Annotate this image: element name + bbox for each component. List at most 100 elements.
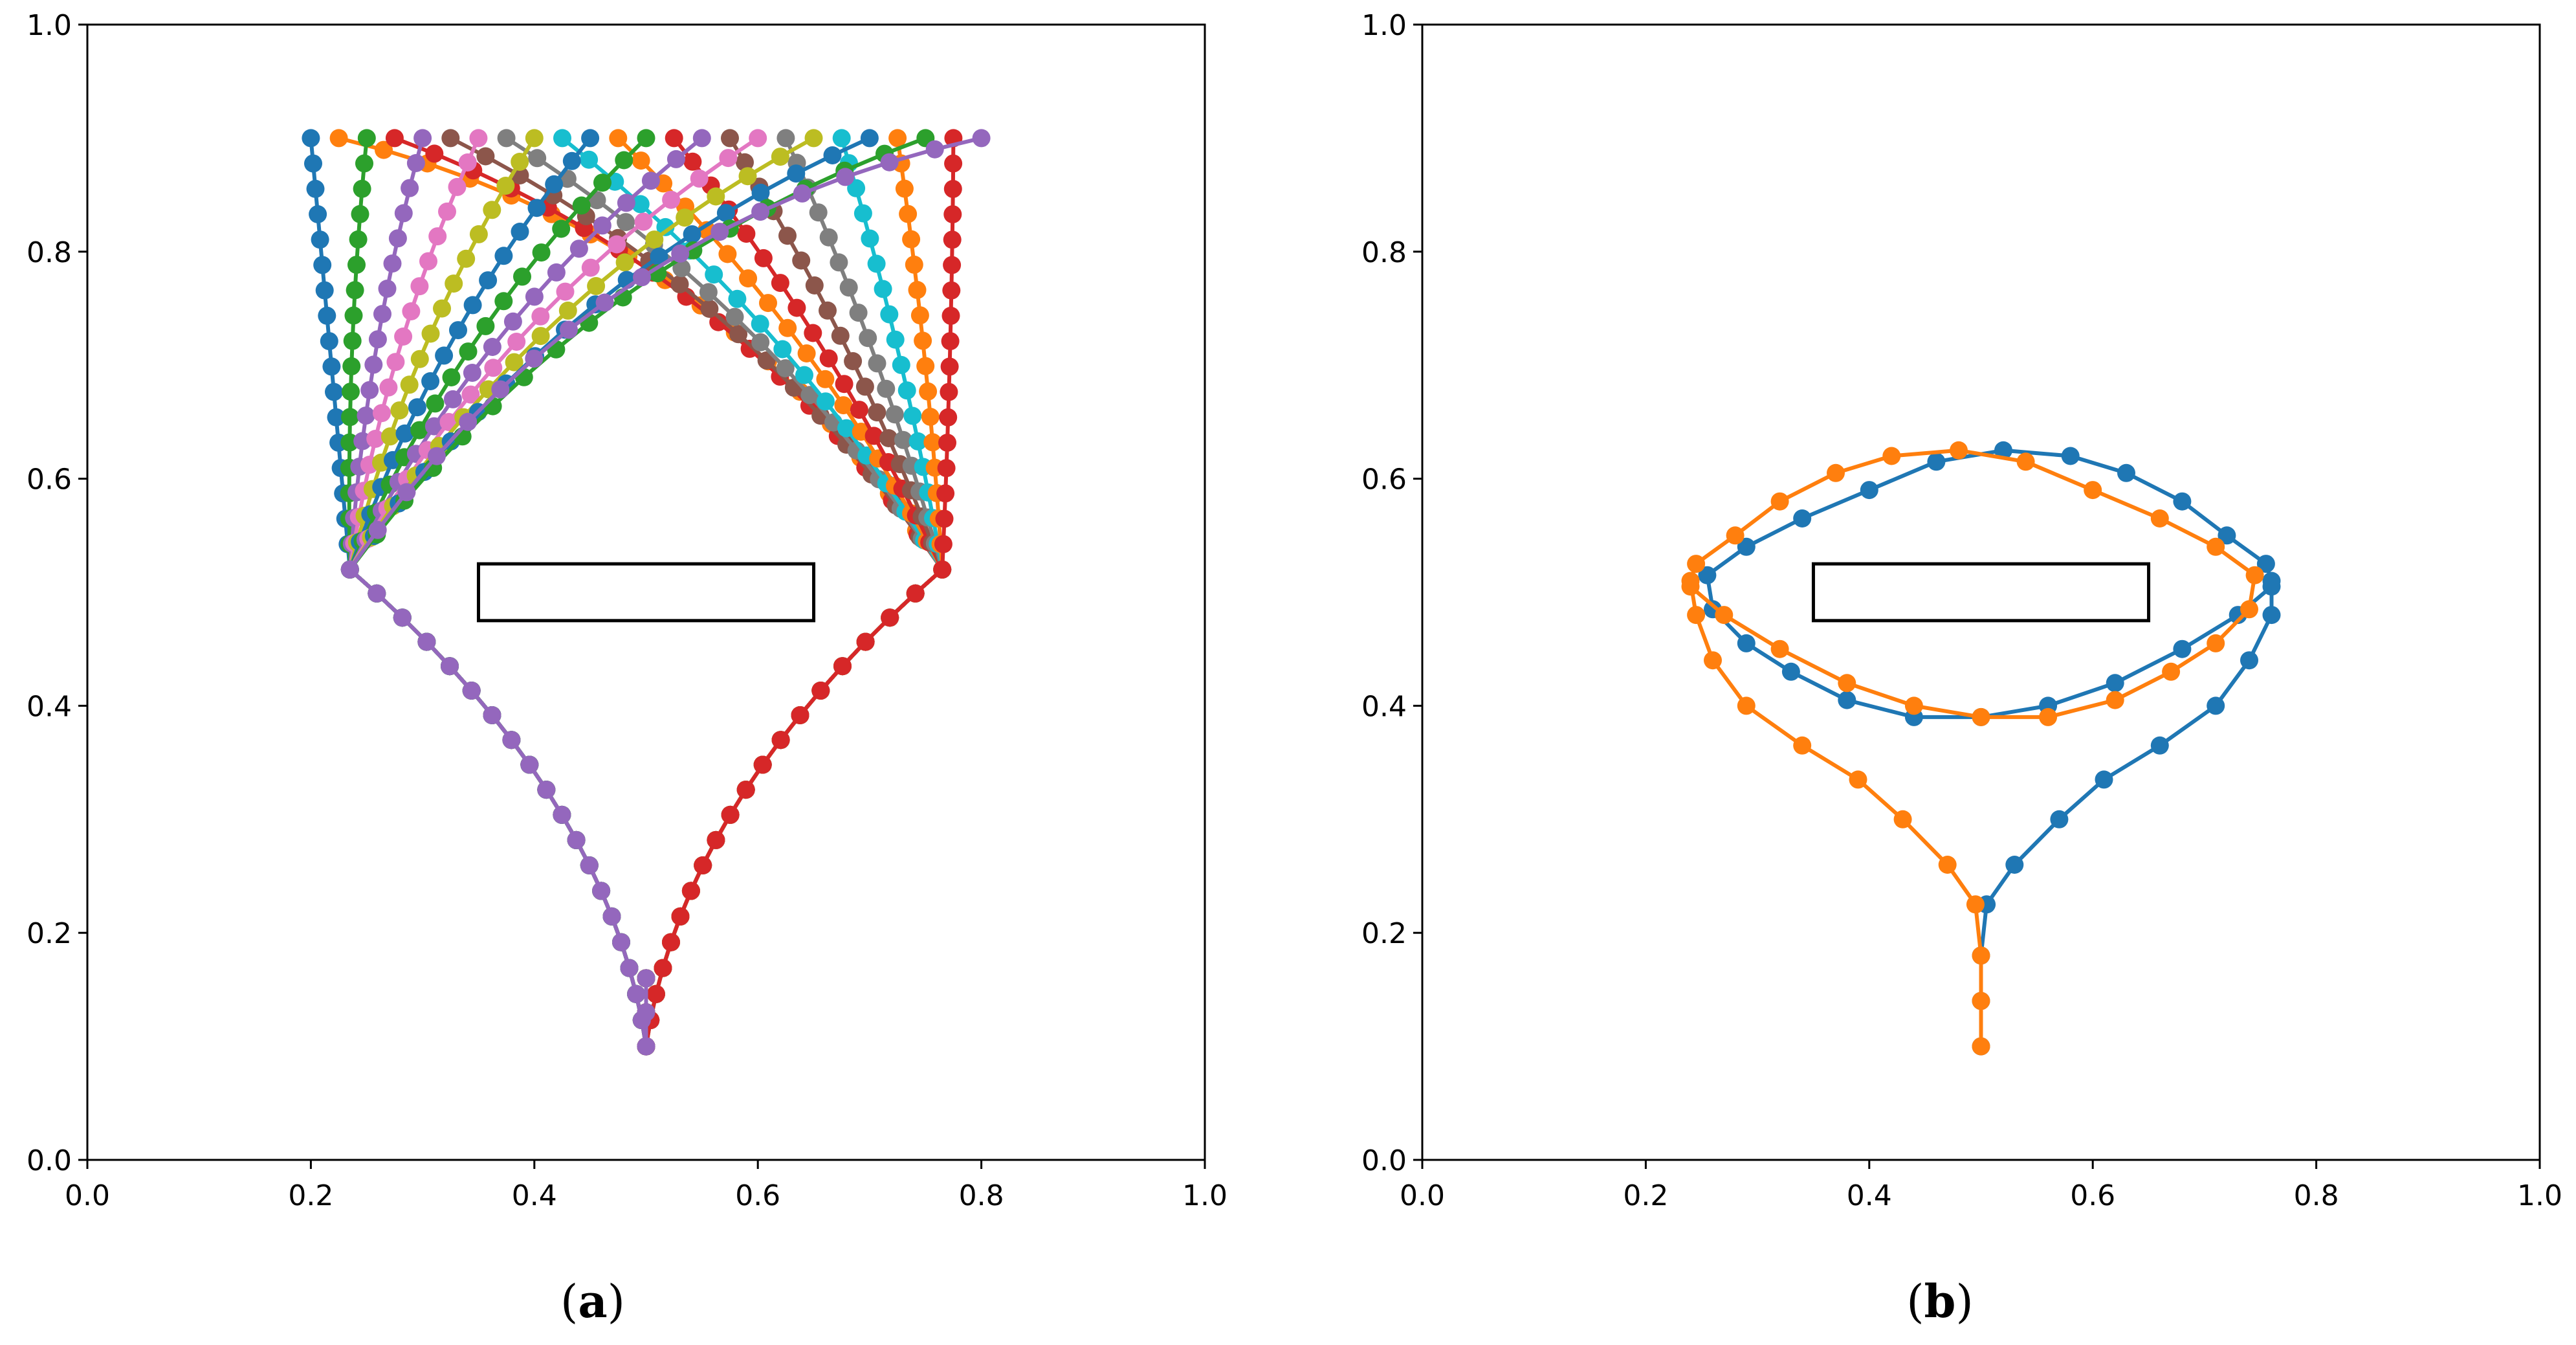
panel-a-series-25-point-0: [972, 129, 991, 148]
panel-a-obstacle: [476, 562, 816, 623]
panel-a-series-17-point-4: [634, 212, 653, 231]
panel-a-series-11-point-9: [435, 346, 454, 365]
panel-a-series-10-point-10: [795, 366, 813, 384]
panel-b-series-1-point-26: [1838, 691, 1856, 709]
panel-a-series-3-point-8: [343, 331, 362, 350]
panel-a-series-3-point-1: [355, 154, 373, 173]
panel-a-series-20-point-0: [832, 129, 851, 148]
panel-a-series-24-point-19: [881, 608, 899, 627]
panel-a-series-25-point-38: [637, 1003, 655, 1021]
panel-a-series-11-point-4: [511, 223, 529, 241]
panel-b-series-1-point-4: [2005, 856, 2024, 874]
panel-a-xtick-label-1: 0.2: [288, 1179, 333, 1212]
panel-b-series-1-point-15: [2117, 463, 2135, 482]
panel-b-xtick-label-2: 0.4: [1847, 1179, 1892, 1212]
panel-b-series-1-point-6: [2095, 770, 2113, 789]
panel-a-series-4-point-1: [425, 144, 444, 163]
panel-a-series-19-point-9: [531, 327, 550, 346]
panel-a-series-17-point-0: [749, 129, 767, 148]
panel-a-series-7-point-4: [428, 227, 447, 246]
panel-a-series-15-point-11: [443, 390, 462, 408]
panel-a-series-24-point-23: [791, 706, 809, 724]
panel-a-series-25-point-5: [751, 203, 770, 221]
panel-a-series-21-point-3: [751, 183, 770, 202]
panel-a-series-15-point-2: [641, 172, 660, 190]
panel-b-series-2-point-14: [1770, 492, 1789, 511]
panel-a-series-12-point-7: [759, 294, 777, 313]
panel-b-label: (b): [1906, 1274, 1974, 1328]
panel-a-series-17-point-10: [484, 359, 503, 377]
panel-a-series-12-point-10: [816, 370, 835, 388]
panel-a-series-7-point-8: [394, 328, 413, 346]
panel-a-series-25-point-18: [368, 584, 386, 603]
panel-a-series-5-point-10: [360, 381, 379, 399]
panel-a-series-25-point-1: [925, 140, 944, 159]
panel-a-series-24-point-17: [933, 560, 952, 579]
panel-a-series-13-point-1: [615, 151, 633, 170]
panel-a-series-20-point-3: [853, 204, 872, 223]
panel-a-series-11-point-11: [408, 398, 426, 417]
panel-a-series-10-point-11: [816, 392, 835, 411]
panel-b-ytick-label-0: 0.0: [1361, 1144, 1407, 1177]
panel-a-series-9-point-3: [483, 201, 501, 219]
panel-a-series-6-point-0: [441, 129, 460, 148]
panel-b-series-2-point-20: [2150, 509, 2169, 528]
panel-b-series-loop-1: [1698, 441, 2281, 1056]
panel-b-ticks: 0.0 0.2 0.4 0.6 0.8 1.0 0.0 0.2 0.4 0.6 0.8 1.0: [1361, 9, 2562, 1212]
panel-b-series-2-point-10: [1687, 606, 1706, 625]
panel-b-series-2-point-33: [1681, 577, 1700, 596]
panel-b-series-2-point-19: [2084, 481, 2102, 500]
panel-a-series-25-point-29: [580, 856, 599, 874]
panel-a-series-16-point-6: [805, 276, 824, 295]
panel-a-series-20-point-6: [874, 280, 892, 298]
panel-b-series-1-point-8: [2207, 696, 2225, 715]
panel-a-series-5-point-2: [401, 179, 419, 197]
panel-a-series-5-point-1: [406, 154, 425, 172]
panel-a-series-1-point-5: [313, 256, 332, 274]
panel-a-series-24-point-20: [856, 632, 875, 651]
panel-a-series-20-point-10: [897, 381, 916, 400]
panel-a-series-16-point-11: [868, 403, 886, 422]
panel-a-series-21-point-5: [683, 225, 701, 243]
panel-a-series-24-point-24: [771, 731, 790, 750]
panel-a-series-25-point-25: [520, 755, 539, 774]
panel-a-series-18-point-9: [868, 354, 886, 373]
panel-a-series-5-point-8: [368, 330, 387, 349]
panel-a-series-14-point-6: [771, 274, 789, 293]
panel-a-series-22-point-10: [919, 382, 938, 401]
panel-a-series-15-point-7: [525, 287, 544, 306]
panel-a-series-8-point-10: [776, 359, 795, 377]
panel-a-series-17-point-9: [507, 333, 526, 351]
panel-a-axes-frame: [86, 23, 1206, 1161]
panel-a-series-19-point-3: [707, 187, 725, 206]
panel-a-series-25-point-21: [441, 657, 459, 676]
panel-a-series-25-point-12: [491, 380, 510, 399]
panel-a-series-17-point-3: [662, 190, 681, 209]
panel-a-series-24-point-3: [943, 205, 962, 224]
panel-a-series-18-point-11: [885, 405, 904, 424]
panel-a-series-5-point-5: [383, 254, 402, 273]
panel-b-series-1-point-9: [2240, 651, 2258, 670]
panel-a-series-24-point-4: [943, 230, 962, 249]
panel-a-series-5-point-3: [394, 204, 413, 223]
panel-a-series-25-point-13: [459, 412, 478, 431]
panel-b-xtick-label-0: 0.0: [1400, 1179, 1445, 1212]
panel-a-series-15-point-1: [666, 150, 685, 168]
panel-a-series-3-point-11: [341, 408, 359, 427]
panel-a-ytick-label-1: 0.2: [27, 917, 72, 950]
panel-a-series-10-point-8: [751, 315, 769, 333]
panel-a-series-14-point-5: [754, 249, 773, 267]
panel-a-series-line-25: [347, 136, 982, 1049]
panel-b-series-2-point-0: [1972, 1037, 1990, 1056]
panel-a-series-13-point-4: [552, 219, 571, 238]
panel-b-series-line-2: [1688, 448, 2257, 1047]
panel-a-series-25-point-14: [427, 447, 446, 465]
panel-a-series-13-point-11: [426, 394, 445, 413]
panel-a-series-22-point-11: [921, 408, 940, 426]
panel-b-series-2-point-30: [1838, 674, 1856, 693]
panel-b-series-2-point-21: [2207, 537, 2225, 556]
panel-a-series-8-point-4: [617, 213, 635, 232]
panel-a-series-17-point-1: [719, 149, 738, 168]
panel-a-series-10-point-4: [656, 217, 675, 236]
panel-a-series-5-point-4: [388, 229, 407, 248]
